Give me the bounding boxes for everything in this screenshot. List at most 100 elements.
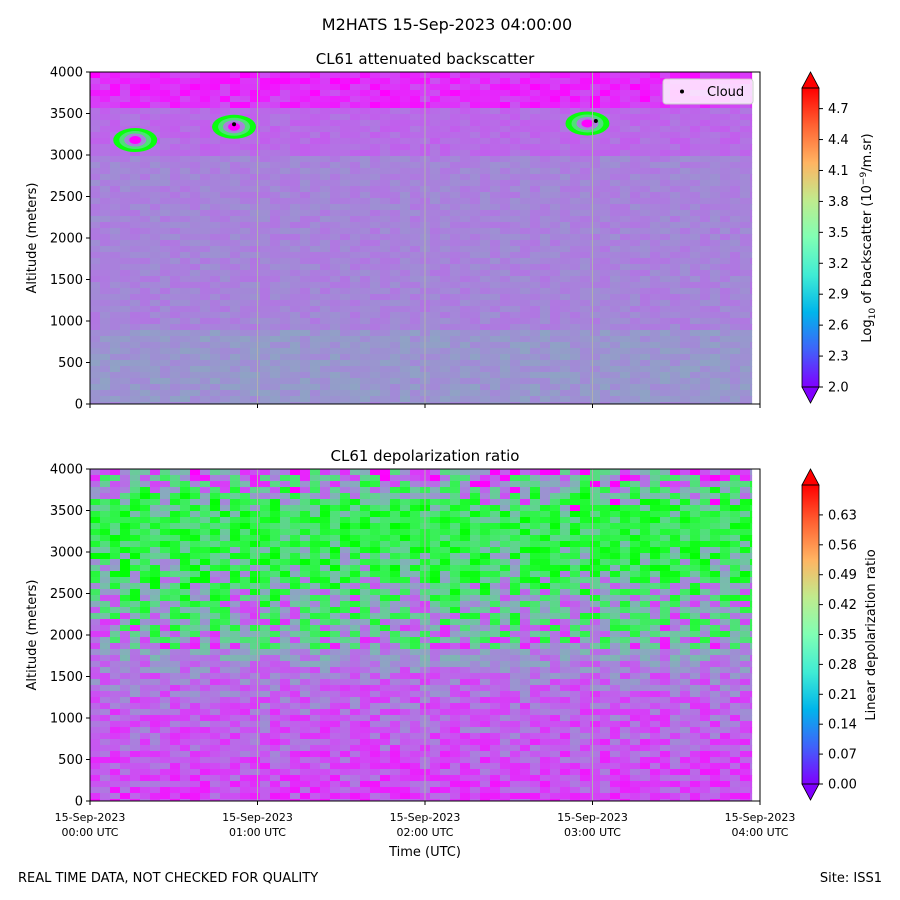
heatmap-cell xyxy=(730,330,741,337)
heatmap-cell xyxy=(300,132,311,139)
heatmap-cell xyxy=(170,565,181,572)
heatmap-cell xyxy=(670,162,681,169)
heatmap-cell xyxy=(110,511,121,518)
heatmap-cell xyxy=(700,354,711,361)
heatmap-cell xyxy=(100,541,111,548)
heatmap-cell xyxy=(460,481,471,488)
heatmap-cell xyxy=(450,78,461,85)
heatmap-cell xyxy=(310,126,321,133)
heatmap-cell xyxy=(140,222,151,229)
heatmap-cell xyxy=(530,517,541,524)
heatmap-cell xyxy=(210,156,221,163)
heatmap-cell xyxy=(570,234,581,241)
heatmap-cell xyxy=(380,102,391,109)
heatmap-cell xyxy=(640,565,651,572)
heatmap-cell xyxy=(670,186,681,193)
heatmap-cell xyxy=(380,348,391,355)
heatmap-cell xyxy=(170,90,181,97)
heatmap-cell xyxy=(360,402,371,404)
heatmap-cell xyxy=(290,90,301,97)
heatmap-cell xyxy=(710,162,721,169)
heatmap-cell xyxy=(720,114,731,121)
heatmap-cell xyxy=(730,144,741,151)
heatmap-cell xyxy=(600,384,611,391)
heatmap-cell xyxy=(250,360,261,367)
heatmap-cell xyxy=(340,210,351,217)
heatmap-cell xyxy=(280,156,291,163)
heatmap-cell xyxy=(510,162,521,169)
heatmap-cell xyxy=(90,396,101,403)
heatmap-cell xyxy=(730,499,741,506)
heatmap-cell xyxy=(510,150,521,157)
heatmap-cell xyxy=(520,330,531,337)
heatmap-cell xyxy=(100,90,111,97)
heatmap-cell xyxy=(290,481,301,488)
heatmap-cell xyxy=(430,481,441,488)
heatmap-cell xyxy=(130,348,141,355)
heatmap-cell xyxy=(320,324,331,331)
heatmap-cell xyxy=(140,150,151,157)
heatmap-cell xyxy=(450,258,461,265)
heatmap-cell xyxy=(150,288,161,295)
heatmap-cell xyxy=(580,342,591,349)
heatmap-cell xyxy=(570,360,581,367)
heatmap-cell xyxy=(600,324,611,331)
heatmap-cell xyxy=(590,228,601,235)
heatmap-cell xyxy=(470,120,481,127)
heatmap-cell xyxy=(90,240,101,247)
heatmap-cell xyxy=(500,174,511,181)
heatmap-cell xyxy=(290,126,301,133)
heatmap-cell xyxy=(570,481,581,488)
heatmap-cell xyxy=(360,180,371,187)
heatmap-cell xyxy=(600,234,611,241)
heatmap-cell xyxy=(280,270,291,277)
heatmap-cell xyxy=(700,390,711,397)
heatmap-cell xyxy=(680,378,691,385)
heatmap-cell xyxy=(480,342,491,349)
heatmap-cell xyxy=(730,174,741,181)
heatmap-cell xyxy=(690,144,701,151)
heatmap-cell xyxy=(410,102,421,109)
heatmap-cell xyxy=(730,216,741,223)
backscatter-title: CL61 attenuated backscatter xyxy=(316,50,535,68)
heatmap-cell xyxy=(250,120,261,127)
heatmap-cell xyxy=(510,469,521,476)
heatmap-cell xyxy=(210,384,221,391)
heatmap-cell xyxy=(380,144,391,151)
heatmap-cell xyxy=(710,156,721,163)
heatmap-cell xyxy=(600,204,611,211)
heatmap-cell xyxy=(490,493,501,500)
heatmap-cell xyxy=(370,84,381,91)
heatmap-cell xyxy=(190,246,201,253)
heatmap-cell xyxy=(720,469,731,476)
heatmap-cell xyxy=(90,204,101,211)
heatmap-cell xyxy=(190,78,201,85)
heatmap-cell xyxy=(700,499,711,506)
heatmap-cell xyxy=(350,78,361,85)
heatmap-cell xyxy=(380,162,391,169)
heatmap-cell xyxy=(310,108,321,115)
heatmap-cell xyxy=(140,553,151,560)
heatmap-cell xyxy=(690,312,701,319)
heatmap-cell xyxy=(550,505,561,512)
heatmap-cell xyxy=(270,330,281,337)
heatmap-cell xyxy=(520,168,531,175)
heatmap-cell xyxy=(200,198,211,205)
heatmap-cell xyxy=(280,246,291,253)
heatmap-cell xyxy=(430,90,441,97)
heatmap-cell xyxy=(140,156,151,163)
heatmap-cell xyxy=(470,258,481,265)
heatmap-cell xyxy=(610,300,621,307)
heatmap-cell xyxy=(100,180,111,187)
heatmap-cell xyxy=(720,222,731,229)
heatmap-cell xyxy=(170,174,181,181)
heatmap-cell xyxy=(150,300,161,307)
heatmap-cell xyxy=(140,108,151,115)
heatmap-cell xyxy=(580,198,591,205)
heatmap-cell xyxy=(390,384,401,391)
heatmap-cell xyxy=(260,559,271,566)
heatmap-cell xyxy=(550,192,561,199)
heatmap-cell xyxy=(400,96,411,103)
heatmap-cell xyxy=(320,505,331,512)
heatmap-cell xyxy=(340,354,351,361)
